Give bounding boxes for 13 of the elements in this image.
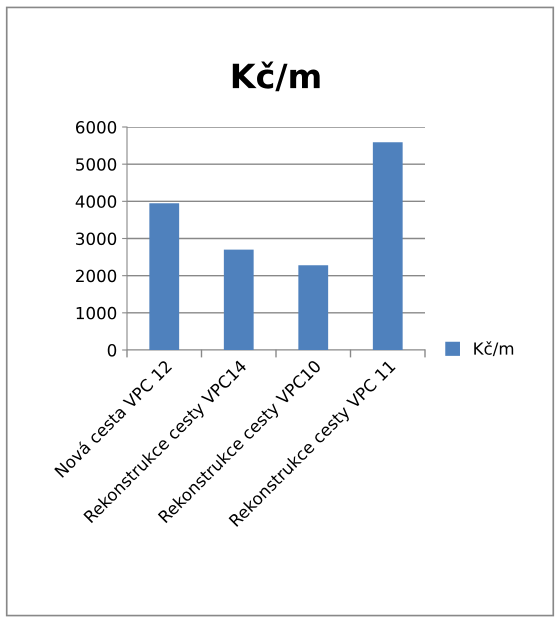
- bar: [372, 142, 403, 350]
- y-tick-label: 6000: [76, 120, 116, 134]
- bar: [298, 265, 328, 350]
- y-tick-label: 3000: [76, 232, 116, 246]
- y-tick-label: 1000: [76, 306, 116, 320]
- y-tick-label: 0: [108, 344, 116, 357]
- chart-title: Kč/m: [232, 61, 320, 92]
- y-tick-label: 2000: [76, 270, 116, 282]
- y-tick-label: 4000: [76, 195, 116, 208]
- bar: [149, 203, 180, 350]
- bar: [224, 250, 254, 350]
- y-tick-label: 5000: [76, 158, 116, 171]
- legend-label: Kč/m: [474, 341, 514, 356]
